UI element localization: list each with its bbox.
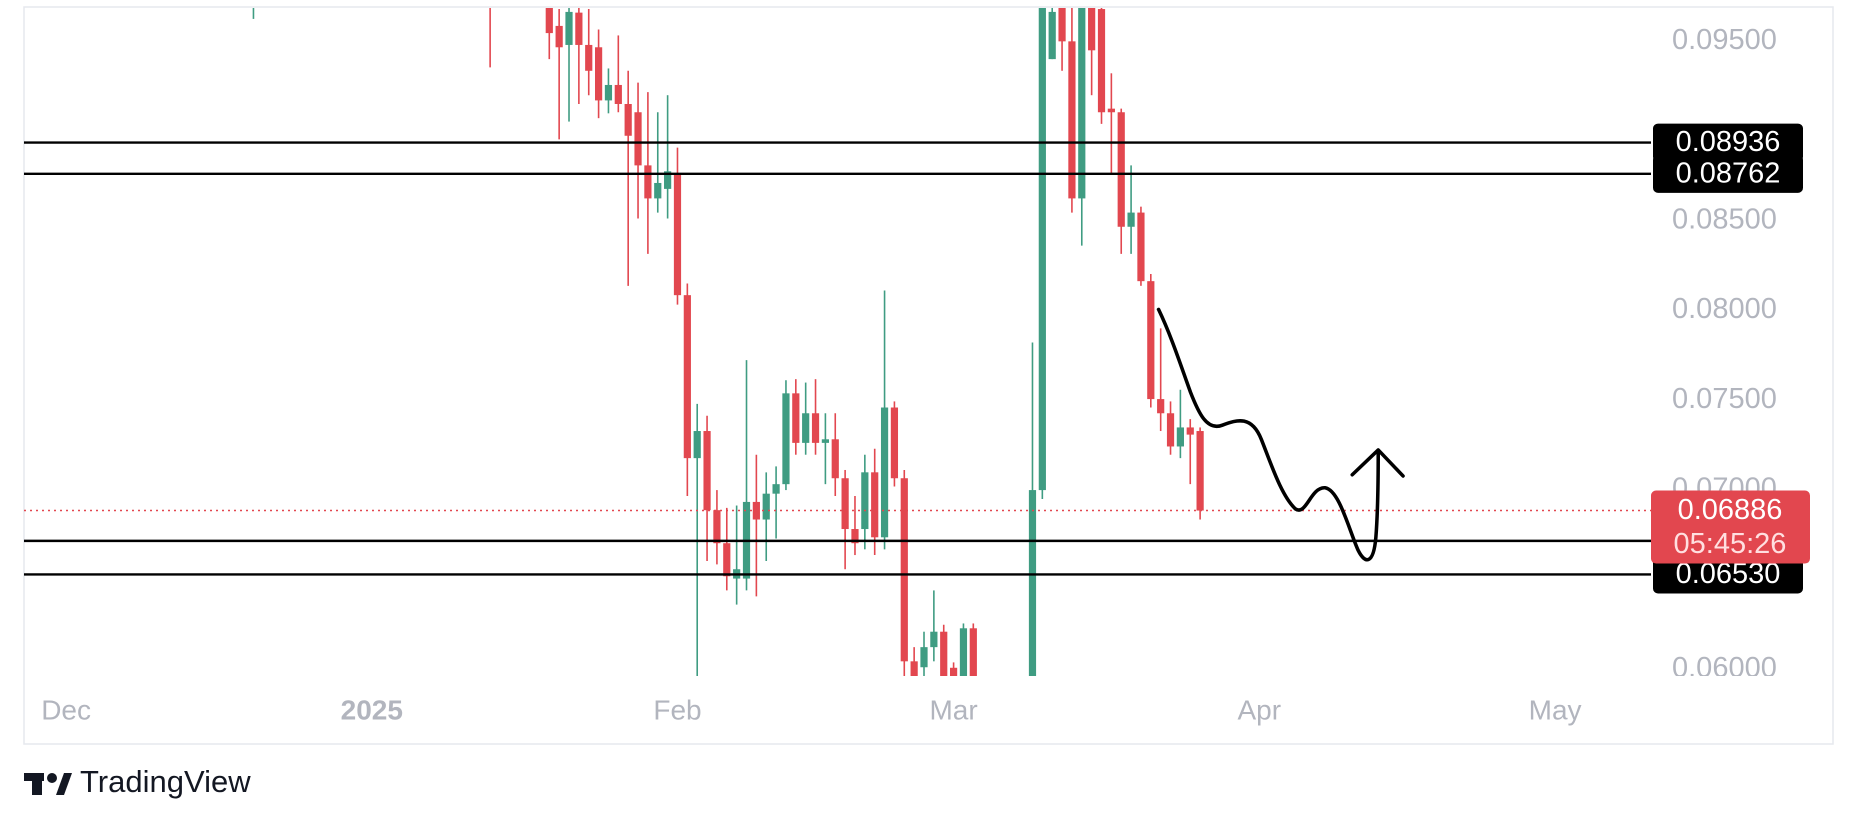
candle-body bbox=[831, 439, 839, 479]
candle-body bbox=[1048, 11, 1056, 60]
candle-body bbox=[930, 631, 938, 648]
level-label-bg bbox=[1653, 123, 1803, 162]
last-price-label: 0.06886 bbox=[1678, 494, 1783, 526]
candle-body bbox=[821, 439, 829, 443]
candle-body bbox=[910, 661, 918, 676]
candle-body bbox=[1088, 8, 1096, 51]
candle-body bbox=[782, 393, 790, 485]
candle-body bbox=[634, 112, 642, 166]
y-tick-label: 0.09500 bbox=[1672, 24, 1777, 56]
candle-body bbox=[841, 478, 849, 530]
candle-body bbox=[792, 393, 800, 443]
countdown: 05:45:26 bbox=[1674, 528, 1787, 560]
candle-body bbox=[1137, 212, 1145, 282]
x-tick-label: Mar bbox=[929, 694, 977, 725]
candle-body bbox=[1117, 112, 1125, 227]
candle-body bbox=[1078, 8, 1086, 199]
candle-body bbox=[644, 165, 652, 199]
candle-body bbox=[861, 472, 869, 530]
candle-body bbox=[1107, 108, 1115, 113]
y-axis: 0.060000.070000.075000.080000.085000.095… bbox=[1672, 24, 1777, 684]
x-tick-label: Dec bbox=[41, 694, 91, 725]
drawn-path bbox=[1156, 307, 1380, 562]
overlay: 0.089360.087620.067170.065300.0688605:45… bbox=[24, 123, 1810, 594]
candle-body bbox=[1127, 212, 1135, 227]
candle-body bbox=[772, 484, 780, 494]
candle-body bbox=[1028, 490, 1037, 676]
x-tick-label: May bbox=[1529, 694, 1582, 725]
candle-body bbox=[1058, 8, 1066, 42]
level-label-bg bbox=[1653, 555, 1803, 594]
candle-body bbox=[1147, 281, 1155, 400]
candle-body bbox=[723, 543, 731, 577]
candle-body bbox=[1097, 9, 1106, 113]
candle-body bbox=[802, 413, 810, 443]
candle-body bbox=[624, 103, 632, 136]
candle-body bbox=[1038, 8, 1046, 491]
candle-body bbox=[594, 47, 603, 101]
candle-body bbox=[1176, 427, 1184, 447]
x-tick-label: Apr bbox=[1237, 694, 1281, 725]
hand-drawing bbox=[1156, 307, 1405, 562]
candle-body bbox=[1157, 399, 1165, 414]
y-tick-label: 0.08000 bbox=[1672, 293, 1777, 325]
candle-body bbox=[949, 667, 958, 676]
candle-body bbox=[555, 25, 563, 48]
candle-body bbox=[664, 171, 672, 189]
candle-body bbox=[683, 295, 691, 459]
candle-body bbox=[811, 413, 820, 443]
last-price-bg bbox=[1651, 490, 1810, 564]
level-label-bg bbox=[1653, 154, 1803, 193]
candle-body bbox=[920, 647, 928, 668]
candle-body bbox=[890, 407, 899, 479]
x-tick-label: 2025 bbox=[341, 694, 403, 725]
candle-body bbox=[969, 628, 977, 676]
y-tick-label: 0.06000 bbox=[1672, 652, 1777, 684]
candle-body bbox=[614, 84, 622, 104]
brand-logo bbox=[24, 773, 72, 795]
chart-frame bbox=[23, 6, 1834, 745]
y-tick-label: 0.08500 bbox=[1672, 203, 1777, 235]
candle-body bbox=[565, 11, 573, 45]
plot-area bbox=[24, 8, 1651, 676]
x-tick-label: Feb bbox=[653, 694, 701, 725]
candle-body bbox=[585, 44, 593, 71]
candle-body bbox=[1196, 431, 1204, 511]
candle-body bbox=[575, 12, 583, 45]
candle-body bbox=[959, 628, 968, 676]
candle-body bbox=[545, 8, 553, 34]
candle-body bbox=[693, 431, 701, 459]
y-tick-label: 0.07500 bbox=[1672, 383, 1777, 415]
level-label: 0.08762 bbox=[1676, 157, 1781, 189]
candle-body bbox=[1186, 427, 1194, 435]
candle-body bbox=[880, 407, 889, 538]
candle-body bbox=[762, 493, 770, 520]
candle-body bbox=[713, 510, 721, 544]
candle-body bbox=[1166, 413, 1175, 447]
drawn-arrow bbox=[1350, 448, 1405, 478]
candle-body bbox=[871, 472, 879, 538]
brand-name: TradingView bbox=[80, 764, 251, 799]
candle-body bbox=[604, 84, 613, 101]
level-label: 0.08936 bbox=[1676, 126, 1781, 158]
candle-body bbox=[673, 174, 682, 296]
candle-body bbox=[940, 631, 948, 676]
candle-body bbox=[654, 182, 662, 199]
candle-body bbox=[900, 478, 908, 662]
candle-body bbox=[703, 431, 711, 511]
candle-body bbox=[851, 529, 859, 544]
candle-body bbox=[1068, 41, 1076, 199]
